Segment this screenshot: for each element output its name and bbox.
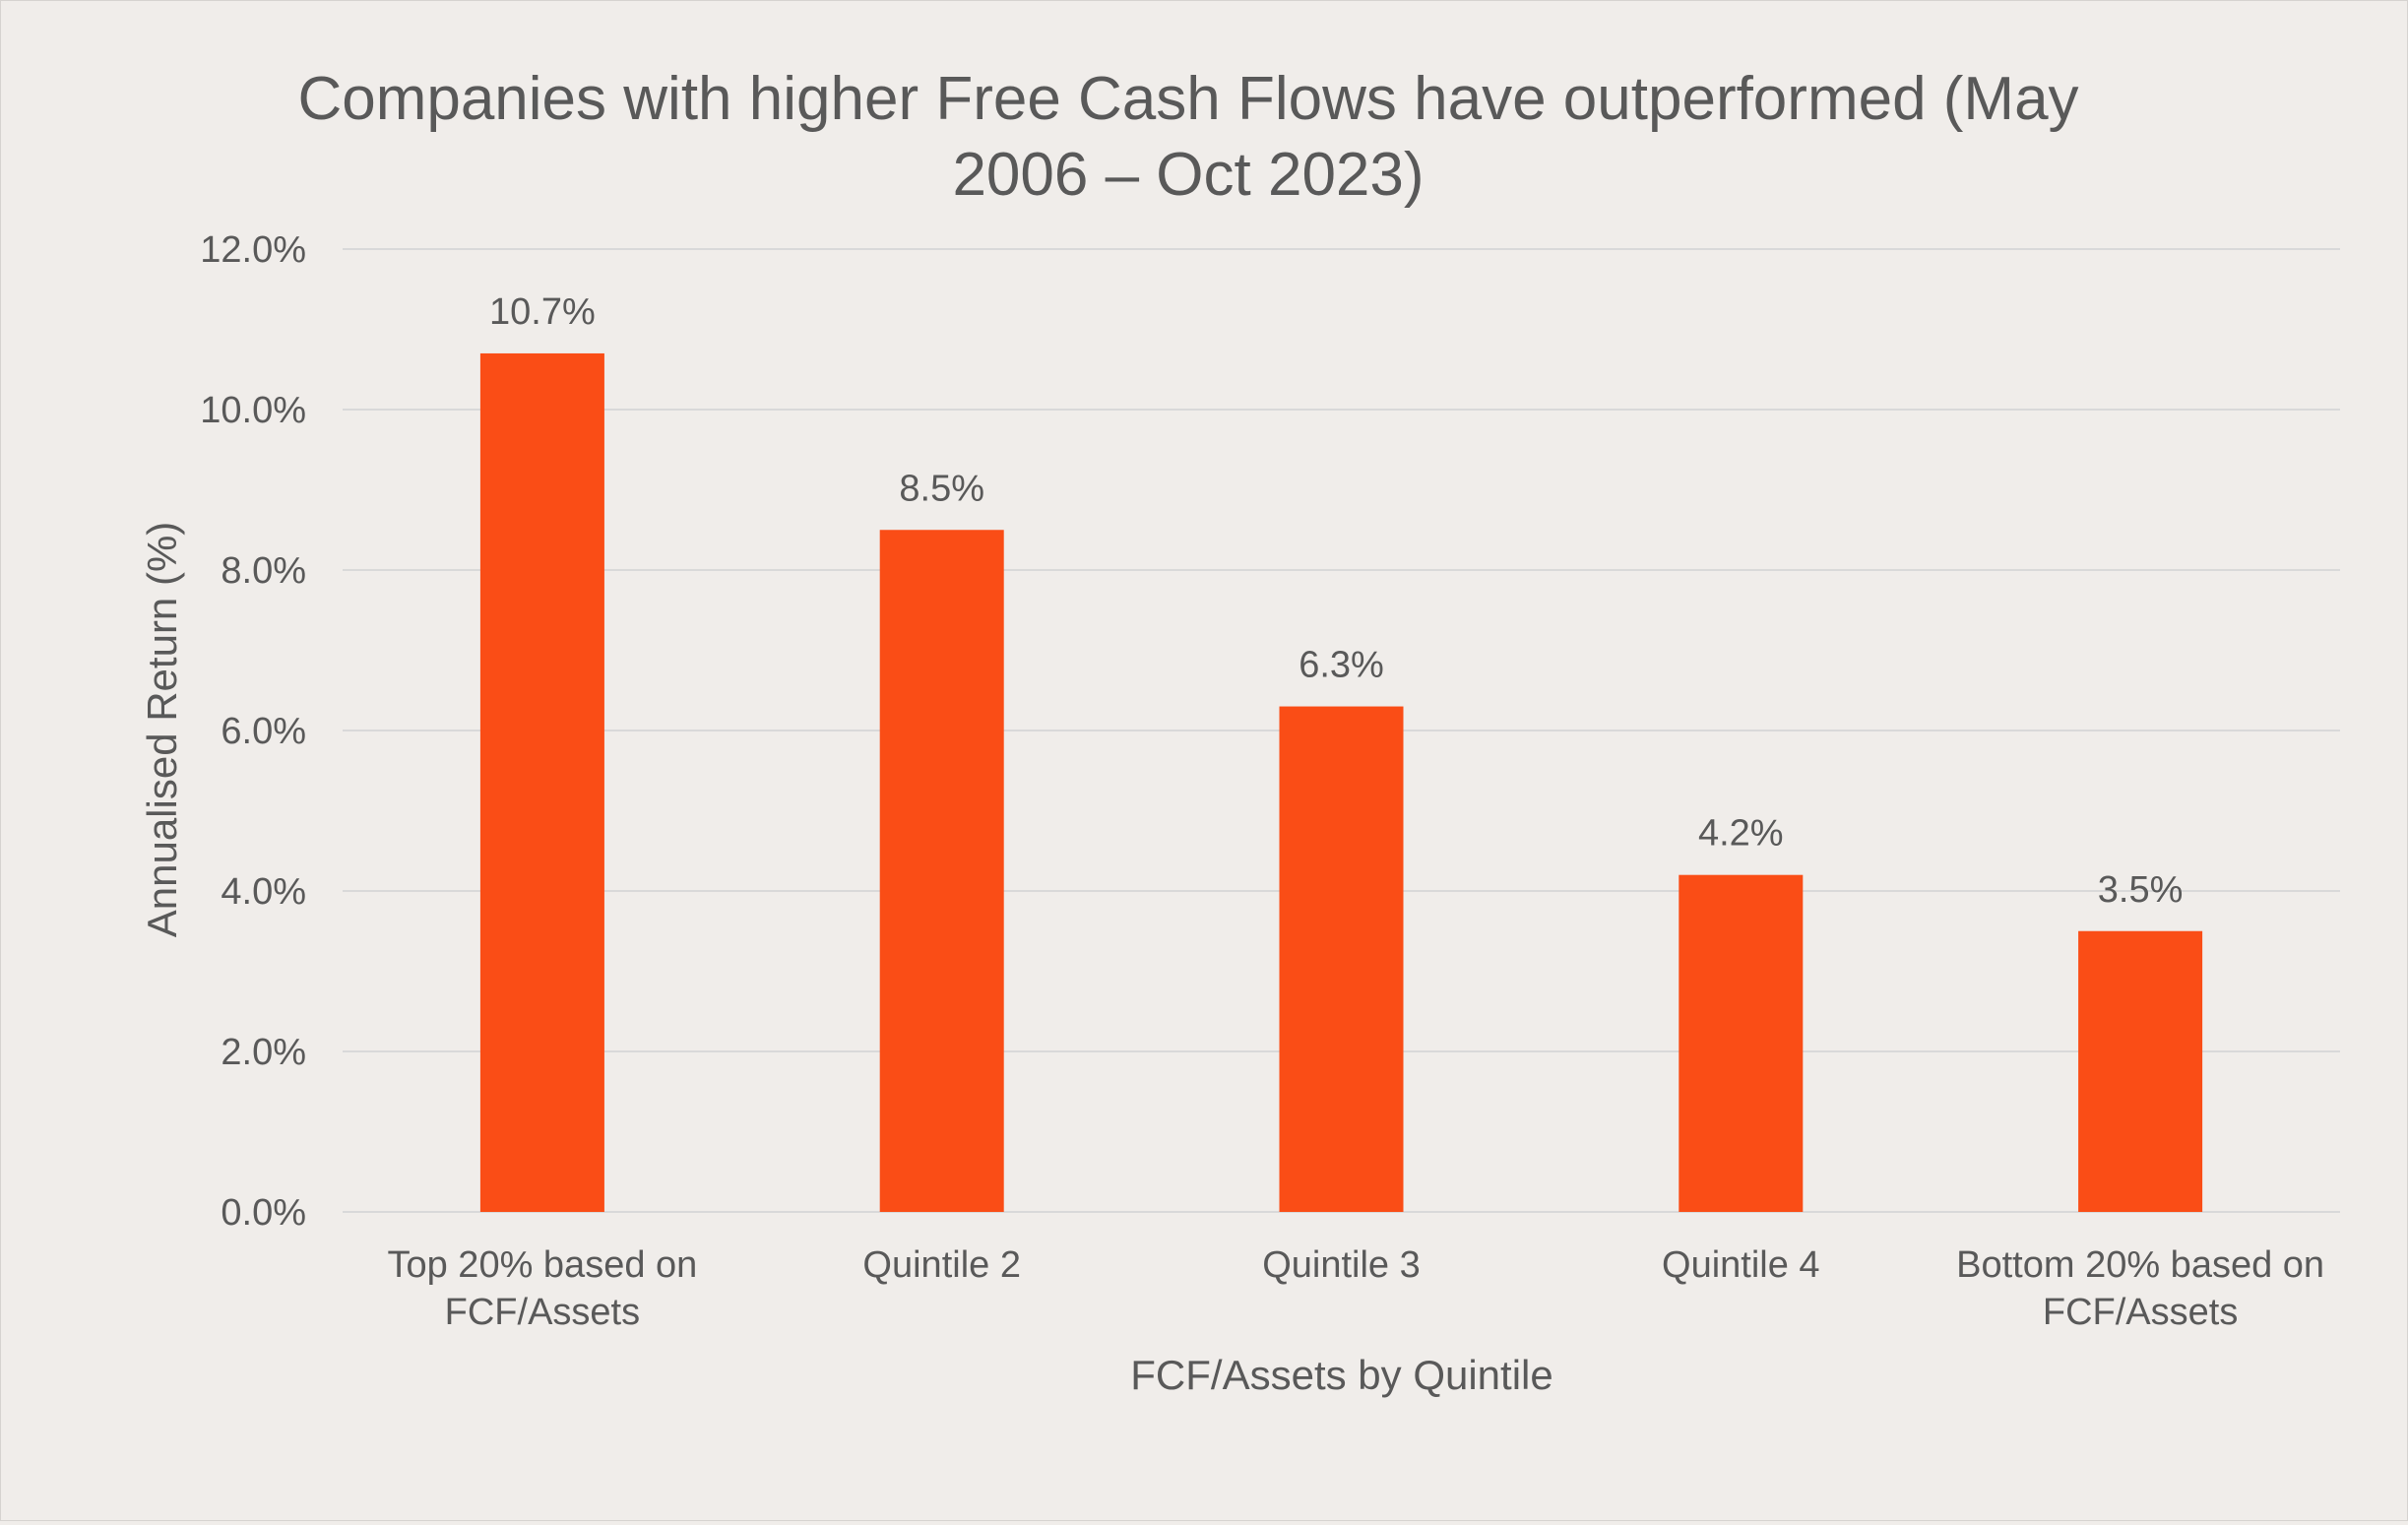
x-tick-label: Quintile 2 [862, 1244, 1021, 1286]
x-tick-label: FCF/Assets [2043, 1292, 2238, 1333]
y-tick-label: 12.0% [200, 229, 306, 271]
data-label: 10.7% [489, 291, 596, 333]
x-axis-tick-labels: Top 20% based on FCF/Assets Quintile 2 Quin… [387, 1244, 2324, 1333]
data-label: 3.5% [2098, 869, 2184, 911]
bar [479, 352, 604, 1212]
x-tick-label: FCF/Assets [445, 1292, 640, 1333]
y-tick-label: 8.0% [221, 550, 306, 592]
x-tick-label: Bottom 20% based on [1956, 1244, 2324, 1286]
x-tick-label: Top 20% based on [387, 1244, 697, 1286]
y-axis-tick-labels: 0.0% 2.0% 4.0% 6.0% 8.0% 10.0% 12.0% [200, 229, 306, 1234]
y-tick-label: 4.0% [221, 871, 306, 913]
y-tick-label: 2.0% [221, 1032, 306, 1073]
chart-title-line: Companies with higher Free Cash Flows ha… [297, 65, 2078, 133]
bar [1279, 706, 1404, 1212]
bar [1679, 874, 1804, 1212]
x-axis-title: FCF/Assets by Quintile [1130, 1352, 1553, 1398]
data-label: 8.5% [899, 468, 984, 509]
y-tick-label: 10.0% [200, 390, 306, 431]
y-tick-label: 0.0% [221, 1192, 306, 1234]
data-label: 6.3% [1299, 645, 1384, 686]
x-tick-label: Quintile 4 [1662, 1244, 1820, 1286]
chart-title-line: 2006 – Oct 2023) [952, 141, 1424, 209]
x-tick-label: Quintile 3 [1262, 1244, 1421, 1286]
data-label: 4.2% [1698, 813, 1784, 855]
bar [879, 530, 1004, 1212]
bars [479, 352, 2203, 1212]
y-axis-title: Annualised Return (%) [139, 522, 185, 938]
data-labels: 10.7% 8.5% 6.3% 4.2% 3.5% [489, 291, 2183, 911]
bar [2078, 930, 2203, 1212]
chart-title: Companies with higher Free Cash Flows ha… [297, 65, 2078, 209]
y-tick-label: 6.0% [221, 711, 306, 752]
